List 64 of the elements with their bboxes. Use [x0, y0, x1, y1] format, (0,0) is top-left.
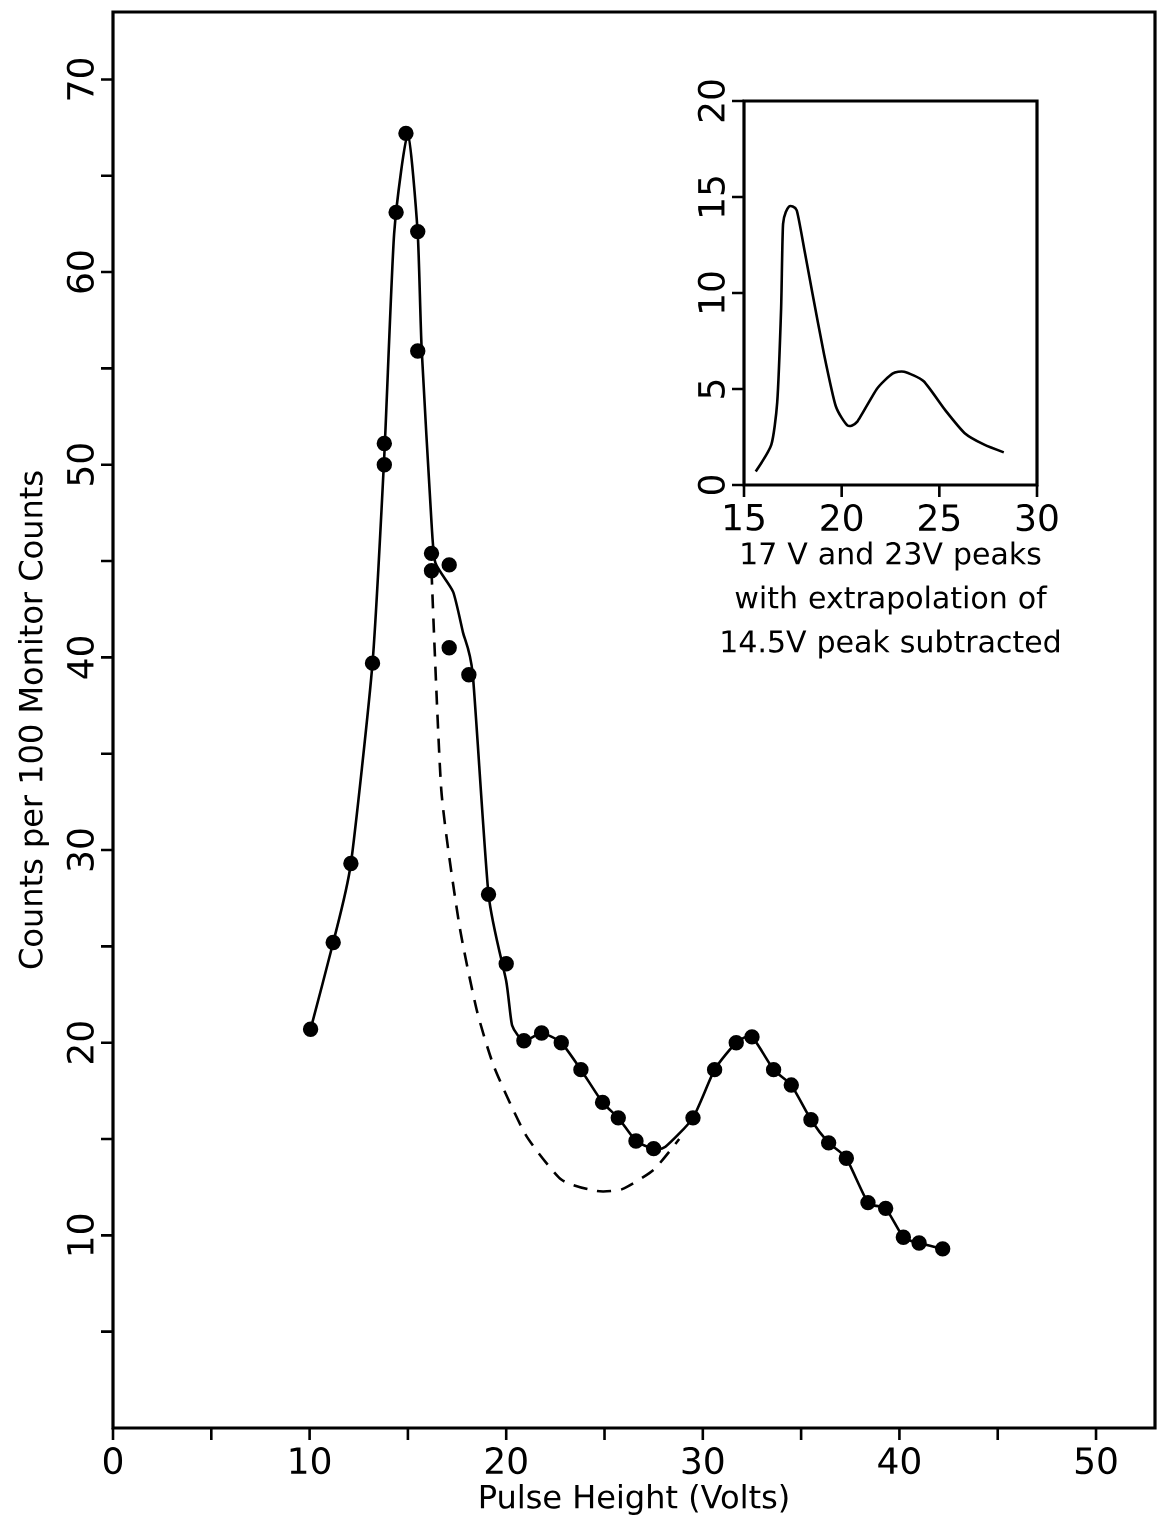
point [441, 557, 457, 573]
point [744, 1029, 760, 1045]
point [765, 1061, 782, 1078]
point [480, 886, 497, 903]
point [838, 1150, 855, 1166]
point [533, 1025, 550, 1041]
point [728, 1034, 744, 1051]
point [343, 855, 359, 872]
x-tick-label: 30 [1016, 504, 1058, 532]
x-tick-label: 20 [821, 504, 863, 532]
y-tick-label: 20 [697, 80, 725, 122]
x-tick-label: 20 [485, 1447, 527, 1475]
point [376, 435, 393, 452]
point [441, 640, 457, 656]
point [325, 934, 341, 951]
x-tick-label: 25 [919, 504, 960, 532]
point [895, 1229, 912, 1245]
point [516, 1033, 532, 1049]
x-tick-label: 0 [103, 1447, 123, 1475]
point [645, 1140, 662, 1157]
point [803, 1112, 819, 1128]
y-tick-label: 10 [66, 1214, 94, 1255]
point [302, 1021, 319, 1037]
y-tick-label: 20 [66, 1022, 94, 1063]
x-tick-label: 40 [878, 1447, 920, 1475]
x-tick-label: 10 [290, 1447, 331, 1475]
point [498, 956, 514, 972]
y-tick-label: 0 [697, 475, 725, 495]
y-axis-title: Counts per 100 Monitor Counts [18, 471, 49, 969]
point [934, 1241, 951, 1257]
y-tick-label: 30 [66, 829, 94, 871]
point [706, 1061, 723, 1078]
point [410, 223, 426, 240]
point [573, 1061, 589, 1078]
point [610, 1110, 626, 1126]
point [877, 1200, 894, 1217]
point [423, 545, 440, 562]
point [376, 457, 393, 473]
point [388, 204, 404, 221]
x-tick-label: 15 [725, 504, 764, 531]
line-series [754, 204, 1006, 473]
point [860, 1194, 876, 1211]
y-tick-label: 10 [697, 272, 725, 312]
point [423, 562, 440, 579]
point [783, 1077, 799, 1093]
point [820, 1135, 837, 1151]
point [461, 667, 477, 683]
point [594, 1094, 611, 1111]
point [628, 1133, 644, 1149]
y-tick-label: 50 [66, 444, 94, 485]
text: 17 V and 23V peaks with extrapolation of 14.5V peak subtracted [722, 541, 1059, 659]
x-axis-title: Pulse Height (Volts) [480, 1484, 788, 1515]
y-tick-label: 70 [66, 58, 94, 100]
point [553, 1034, 569, 1051]
point [364, 655, 381, 671]
y-tick-label: 15 [698, 177, 725, 216]
x-tick-label: 50 [1075, 1447, 1117, 1475]
y-tick-label: 40 [66, 636, 94, 679]
y-tick-label: 60 [66, 251, 94, 293]
y-tick-label: 5 [698, 380, 725, 398]
point [685, 1110, 701, 1126]
point [410, 343, 426, 359]
point [398, 125, 414, 142]
point [911, 1235, 927, 1251]
